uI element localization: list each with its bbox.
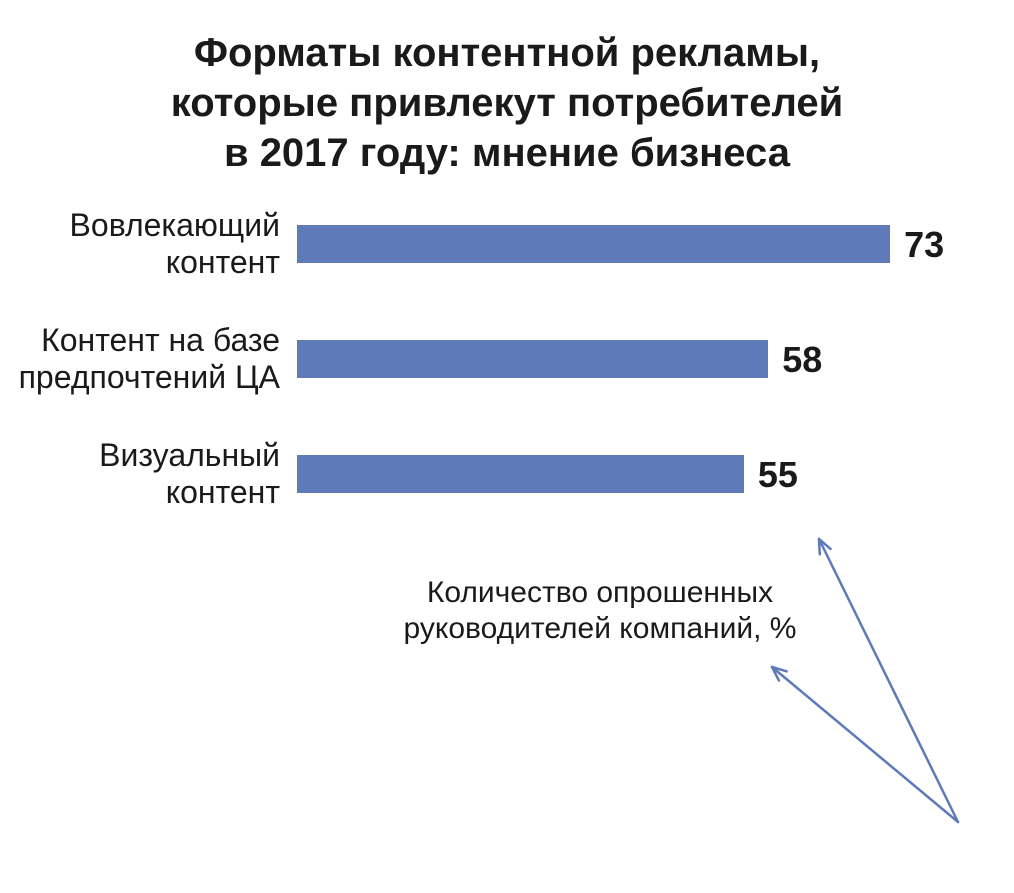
callout-arrow — [0, 178, 1014, 893]
